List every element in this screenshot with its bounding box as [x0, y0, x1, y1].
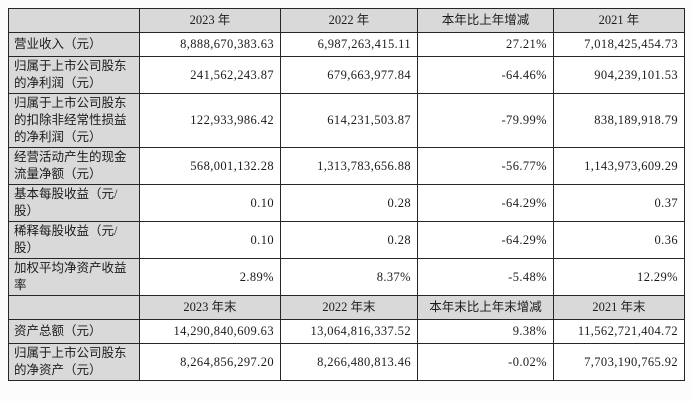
column-header: 2023 年: [139, 8, 281, 33]
table-row: 基本每股收益（元/股） 0.10 0.28 -64.29% 0.37: [8, 184, 685, 222]
cell-value: 0.28: [280, 221, 418, 259]
table-row: 归属于上市公司股东的净利润（元） 241,562,243.87 679,663,97…: [8, 56, 685, 94]
row-label: 归属于上市公司股东的净利润（元）: [8, 56, 140, 94]
table-body: 2023 年 2022 年本年比上年增减 2021 年营业收入（元） 8,888,67…: [8, 8, 685, 381]
cell-value: 8.37%: [280, 258, 418, 296]
cell-value: 1,143,973,609.29: [553, 147, 685, 185]
cell-value: 838,189,918.79: [553, 93, 685, 148]
cell-value: -0.02%: [417, 343, 554, 381]
row-label: 经营活动产生的现金流量净额（元）: [8, 147, 140, 185]
table-row: 营业收入（元） 8,888,670,383.63 6,987,263,415.11 2…: [8, 32, 685, 57]
cell-value: -64.29%: [417, 184, 554, 222]
cell-value: 568,001,132.28: [139, 147, 281, 185]
row-label: 加权平均净资产收益率: [8, 258, 140, 296]
cell-value: 13,064,816,337.52: [280, 319, 418, 344]
cell-value: -64.46%: [417, 56, 554, 94]
financial-summary-table: 2023 年 2022 年本年比上年增减 2021 年营业收入（元） 8,888,67…: [8, 8, 685, 381]
header-row: 2023 年末 2022 年末 本年末比上年末增减 2021 年末: [8, 295, 685, 320]
row-label: 基本每股收益（元/股）: [8, 184, 140, 222]
cell-value: -64.29%: [417, 221, 554, 259]
cell-value: 122,933,986.42: [139, 93, 281, 148]
cell-value: 14,290,840,609.63: [139, 319, 281, 344]
cell-value: -5.48%: [417, 258, 554, 296]
column-header: 2022 年末: [280, 295, 418, 320]
cell-value: 614,231,503.87: [280, 93, 418, 148]
column-header: 2023 年末: [139, 295, 281, 320]
column-header: 2022 年: [280, 8, 418, 33]
table-row: 归属于上市公司股东的扣除非经常性损益的净利润（元） 122,933,986.42 6…: [8, 93, 685, 148]
cell-value: 7,703,190,765.92: [553, 343, 685, 381]
column-header: 2021 年末: [553, 295, 685, 320]
cell-value: 8,264,856,297.20: [139, 343, 281, 381]
row-label: 归属于上市公司股东的净资产（元）: [8, 343, 140, 381]
cell-value: 9.38%: [417, 319, 554, 344]
cell-value: 0.10: [139, 184, 281, 222]
cell-value: -79.99%: [417, 93, 554, 148]
table-row: 归属于上市公司股东的净资产（元） 8,264,856,297.20 8,266,48…: [8, 343, 685, 381]
corner-header-cell: [8, 295, 140, 320]
table-row: 稀释每股收益（元/股） 0.10 0.28 -64.29% 0.36: [8, 221, 685, 259]
header-row: 2023 年 2022 年本年比上年增减 2021 年: [8, 8, 685, 33]
cell-value: -56.77%: [417, 147, 554, 185]
cell-value: 679,663,977.84: [280, 56, 418, 94]
cell-value: 0.37: [553, 184, 685, 222]
table-row: 加权平均净资产收益率 2.89% 8.37% -5.48% 12.29%: [8, 258, 685, 296]
row-label: 归属于上市公司股东的扣除非经常性损益的净利润（元）: [8, 93, 140, 148]
cell-value: 0.10: [139, 221, 281, 259]
cell-value: 8,266,480,813.46: [280, 343, 418, 381]
table-row: 资产总额（元） 14,290,840,609.63 13,064,816,337.5…: [8, 319, 685, 344]
corner-header-cell: [8, 8, 140, 33]
cell-value: 7,018,425,454.73: [553, 32, 685, 57]
page: 2023 年 2022 年本年比上年增减 2021 年营业收入（元） 8,888,67…: [8, 8, 685, 381]
row-label: 资产总额（元）: [8, 319, 140, 344]
cell-value: 0.36: [553, 221, 685, 259]
cell-value: 904,239,101.53: [553, 56, 685, 94]
row-label: 稀释每股收益（元/股）: [8, 221, 140, 259]
cell-value: 6,987,263,415.11: [280, 32, 418, 57]
cell-value: 11,562,721,404.72: [553, 319, 685, 344]
cell-value: 12.29%: [553, 258, 685, 296]
row-label: 营业收入（元）: [8, 32, 140, 57]
column-header: 2021 年: [553, 8, 685, 33]
cell-value: 0.28: [280, 184, 418, 222]
column-header: 本年比上年增减: [417, 8, 554, 33]
cell-value: 8,888,670,383.63: [139, 32, 281, 57]
cell-value: 241,562,243.87: [139, 56, 281, 94]
cell-value: 1,313,783,656.88: [280, 147, 418, 185]
cell-value: 2.89%: [139, 258, 281, 296]
column-header: 本年末比上年末增减: [417, 295, 554, 320]
cell-value: 27.21%: [417, 32, 554, 57]
table-row: 经营活动产生的现金流量净额（元） 568,001,132.28 1,313,783,…: [8, 147, 685, 185]
